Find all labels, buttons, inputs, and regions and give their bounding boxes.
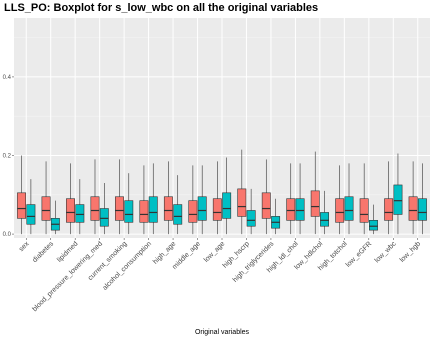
box-high_ldl_chol-0 (286, 163, 296, 235)
box-high_totchol-0 (335, 165, 345, 235)
gridlines (14, 18, 430, 238)
box-low_wbc-1 (393, 153, 403, 235)
x-tick-label: low_age (203, 240, 226, 263)
boxes (17, 149, 427, 235)
box-body (222, 192, 232, 219)
box-low_hdlchol-0 (310, 151, 320, 235)
box-middle_age-1 (197, 165, 207, 235)
box-body (148, 196, 158, 223)
box-body (246, 210, 256, 227)
box-low_hgb-0 (408, 161, 418, 235)
box-high_age-1 (173, 175, 183, 235)
box-body (261, 192, 271, 219)
chart-title: LLS_PO: Boxplot for s_low_wbc on all the… (4, 2, 319, 14)
box-low_eGFR-0 (359, 163, 369, 235)
box-low_wbc-0 (384, 161, 394, 235)
box-current_smoking-1 (124, 173, 134, 235)
box-body (139, 200, 149, 223)
box-body (41, 196, 51, 221)
x-tick-label: low_eGFR (345, 240, 373, 268)
box-high_totchol-1 (344, 163, 354, 235)
box-body (173, 204, 183, 225)
box-high_triglycerides-1 (271, 198, 281, 235)
box-blood_pressure_lowering_med-0 (90, 159, 100, 235)
box-body (75, 204, 85, 223)
y-tick-label: 0.4 (3, 75, 12, 81)
box-low_hgb-1 (417, 163, 427, 235)
box-alcohol_consumption-1 (148, 163, 158, 235)
box-body (212, 198, 222, 221)
x-tick-label: low_hgb (399, 240, 422, 263)
box-lipidmed-0 (66, 163, 75, 235)
box-body (90, 196, 100, 221)
box-body (359, 198, 369, 223)
box-middle_age-0 (188, 165, 198, 235)
box-high_hscrp-1 (246, 188, 256, 235)
box-body (114, 196, 124, 221)
box-body (417, 198, 427, 221)
box-body (369, 220, 378, 231)
box-body (408, 196, 418, 221)
x-tick-label: sex (18, 240, 31, 253)
box-body (26, 204, 36, 225)
box-body (99, 208, 109, 227)
y-tick-label: 0.2 (3, 154, 12, 160)
box-body (188, 200, 198, 223)
box-high_ldl_chol-1 (295, 163, 305, 235)
x-axis: sex diabetes lipidmedblood_pressure_loweri… (18, 238, 422, 313)
x-tick-label: alcohol_consumption (102, 240, 154, 292)
box-current_smoking-0 (114, 159, 124, 235)
box-body (320, 212, 330, 227)
box-sex-1 (26, 179, 36, 235)
box-body (124, 200, 134, 223)
x-tick-label: diabetes (31, 240, 55, 264)
box-body (344, 196, 354, 221)
box-body (335, 198, 345, 223)
box-lipidmed-1 (75, 179, 85, 235)
box-body (310, 190, 320, 217)
box-body (17, 192, 27, 219)
box-low_eGFR-1 (369, 204, 378, 235)
box-high_age-0 (163, 161, 173, 235)
y-tick-label: 0.0 (3, 232, 12, 238)
x-tick-label: lipidmed (56, 240, 79, 263)
box-low_age-0 (212, 161, 222, 235)
x-axis-title: Original variables (195, 329, 250, 336)
box-sex-0 (17, 155, 27, 235)
y-axis: 0.0 0.2 0.4 (3, 75, 14, 238)
box-low_hdlchol-1 (320, 190, 330, 235)
box-diabetes-0 (41, 161, 51, 235)
box-body (393, 184, 403, 215)
box-body (384, 198, 394, 221)
box-body (66, 198, 75, 223)
x-tick-label: low_wbc (374, 240, 398, 264)
box-body (237, 188, 247, 217)
box-body (295, 198, 305, 221)
box-high_triglycerides-0 (261, 159, 271, 235)
box-high_hscrp-0 (237, 149, 247, 235)
box-low_age-1 (222, 157, 232, 235)
box-body (286, 198, 296, 221)
box-diabetes-1 (50, 200, 60, 235)
x-tick-label: high_age (152, 240, 177, 265)
box-body (197, 196, 207, 221)
box-alcohol_consumption-0 (139, 165, 149, 235)
box-blood_pressure_lowering_med-1 (99, 183, 109, 235)
box-body (163, 196, 173, 221)
